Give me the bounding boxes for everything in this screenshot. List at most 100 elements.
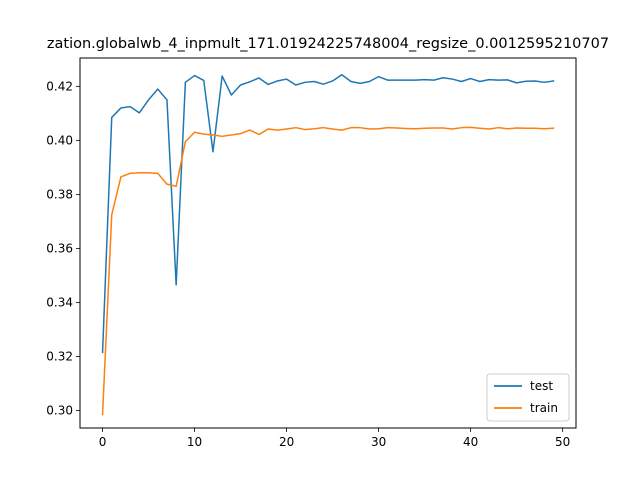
data-point-test [212,151,214,153]
data-point-test [295,84,297,86]
x-tick-label: 0 [99,435,107,449]
data-point-test [543,81,545,83]
y-tick-label: 0.42 [46,79,73,93]
data-point-train [506,128,509,130]
data-point-train [405,127,407,130]
data-point-test [138,112,140,114]
x-axis-ticks: 0 10 20 30 40 50 [99,428,570,449]
y-tick-label: 0.34 [46,295,73,309]
data-point-test [249,81,251,83]
data-point-test [451,78,453,80]
legend-label-train: train [530,401,558,415]
data-point-train [276,129,278,131]
x-tick-label: 10 [187,435,202,449]
data-point-train [166,183,168,185]
data-point-test [332,80,334,82]
data-point-train [332,128,334,130]
y-tick-label: 0.30 [46,403,73,417]
data-point-train [424,127,426,129]
x-tick-label: 50 [555,435,570,449]
data-point-train [479,127,481,129]
data-point-train [138,172,140,174]
data-point-test [203,79,205,82]
data-point-test [424,79,426,81]
data-point-train [460,127,463,129]
data-point-train [221,135,223,137]
data-point-test [147,99,150,101]
data-point-test [378,76,380,78]
data-point-train [203,133,205,135]
y-tick-label: 0.36 [46,241,73,255]
y-tick-label: 0.38 [46,187,73,201]
x-tick-label: 20 [279,435,294,449]
data-point-train [295,127,297,129]
data-point-test [405,79,407,81]
data-point-train [304,128,306,131]
data-point-test [359,82,361,84]
data-point-test [129,106,131,108]
data-point-test [525,80,527,82]
data-point-test [497,79,499,81]
data-point-test [221,75,223,77]
data-point-train [368,128,371,130]
data-point-test [276,80,278,82]
data-point-train [212,134,214,136]
data-point-test [157,88,159,90]
data-point-train [258,133,260,136]
data-point-train [451,128,453,130]
data-point-test [368,80,371,83]
data-point-test [304,81,306,83]
data-point-test [396,79,398,81]
data-point-train [350,127,352,129]
data-point-train [184,141,186,143]
data-point-test [322,83,324,85]
y-tick-label: 0.40 [46,133,73,147]
data-point-train [101,413,104,416]
data-point-train [396,127,398,129]
y-axis-ticks: 0.30 0.32 0.34 0.36 0.38 0.40 0.42 [46,79,80,417]
data-point-train [525,127,527,129]
data-point-test [230,94,232,96]
series-line-test [101,73,555,354]
data-point-train [433,127,435,129]
data-point-test [313,80,315,83]
legend: test train [486,373,570,422]
data-point-train [552,127,555,129]
data-point-train [378,128,380,130]
data-point-train [175,185,177,187]
data-point-test [267,83,269,86]
data-point-train [129,172,131,174]
data-point-test [193,74,196,77]
data-point-train [543,128,545,130]
data-point-train [322,127,324,129]
data-point-train [285,128,288,130]
data-point-test [470,77,472,80]
data-point-test [239,84,242,86]
data-point-test [258,77,260,79]
legend-label-test: test [530,379,553,393]
x-tick-label: 40 [463,435,478,449]
data-point-test [460,80,463,83]
data-point-train [516,127,518,129]
data-point-test [552,80,555,82]
plot-frame [79,57,577,429]
data-point-train [470,126,472,129]
data-point-train [157,172,159,174]
data-point-test [184,81,186,83]
data-point-train [147,172,150,174]
data-point-train [497,127,499,129]
data-point-test [387,79,389,81]
data-point-train [488,128,490,130]
data-point-train [534,127,536,129]
data-point-test [506,79,509,81]
data-point-train [414,128,417,130]
data-point-train [120,176,122,178]
data-point-test [341,74,343,76]
data-point-train [193,131,196,133]
data-point-test [488,79,490,81]
data-point-test [350,80,352,83]
data-point-train [359,127,361,129]
data-point-train [387,127,389,129]
data-point-test [175,284,177,286]
